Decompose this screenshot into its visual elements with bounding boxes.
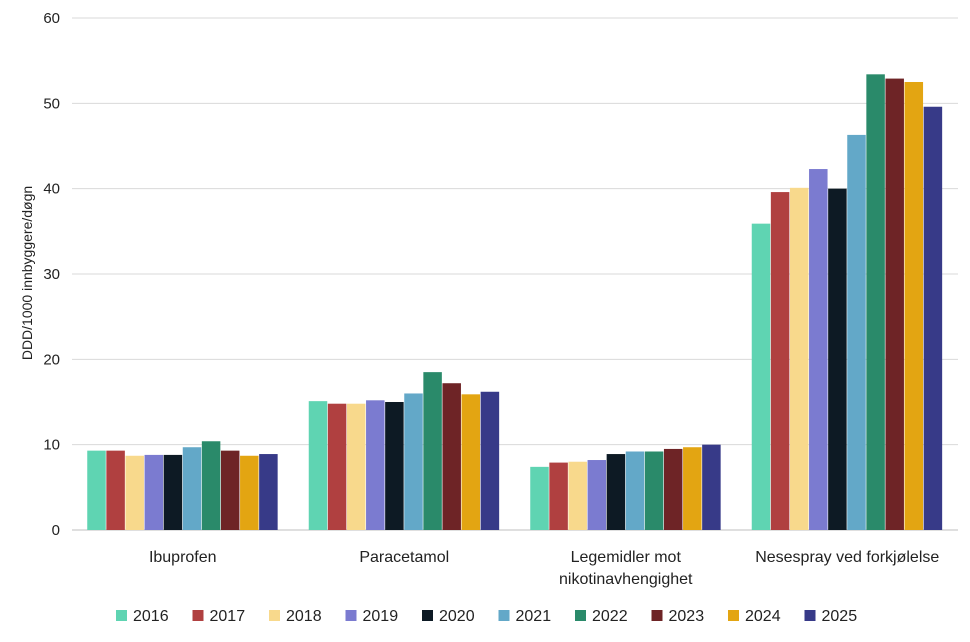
- bars: [87, 74, 943, 531]
- y-axis-label: DDD/1000 innbyggere/døgn: [19, 186, 35, 360]
- bar-2023-0: [220, 450, 240, 530]
- bar-2019-0: [144, 454, 164, 530]
- y-tick-label: 60: [43, 10, 60, 27]
- bar-2016-0: [87, 450, 106, 530]
- bar-2022-2: [644, 451, 664, 530]
- bar-2023-1: [442, 383, 461, 530]
- bar-2020-2: [606, 454, 626, 530]
- legend-label-2021: 2021: [516, 608, 552, 625]
- bar-2019-2: [587, 460, 607, 530]
- bar-2018-1: [346, 403, 366, 530]
- y-tick-label: 50: [43, 95, 60, 112]
- bar-2021-0: [182, 447, 202, 530]
- bar-2016-1: [308, 401, 328, 530]
- legend-label-2020: 2020: [439, 608, 475, 625]
- x-category-label: Ibuprofen: [149, 549, 217, 566]
- bar-2023-3: [885, 78, 904, 530]
- bar-2019-1: [366, 400, 385, 530]
- y-tick-label: 0: [52, 522, 60, 539]
- bar-2020-0: [163, 454, 183, 530]
- bar-2021-2: [625, 451, 645, 530]
- bar-2017-0: [106, 450, 125, 530]
- bar-2017-1: [327, 403, 347, 530]
- y-tick-label: 30: [43, 266, 60, 283]
- y-tick-label: 40: [43, 181, 60, 198]
- bar-2019-3: [809, 169, 828, 531]
- x-axis: Ibuprofen Paracetamol Legemidler mot nikoti…: [149, 549, 939, 588]
- legend-swatch-2016: [116, 610, 127, 621]
- y-tick-label: 20: [43, 351, 60, 368]
- bar-2025-3: [923, 106, 943, 530]
- bar-2018-2: [568, 461, 587, 530]
- bar-2021-1: [404, 393, 423, 530]
- legend-label-2016: 2016: [133, 608, 169, 625]
- legend-label-2022: 2022: [592, 608, 628, 625]
- x-category-label: Nesespray ved forkjølelse: [755, 549, 939, 566]
- bar-2020-3: [828, 188, 847, 530]
- x-category-label: Legemidler mot: [571, 549, 682, 566]
- legend-label-2019: 2019: [363, 608, 399, 625]
- bar-2024-0: [240, 455, 259, 530]
- bar-2025-2: [702, 444, 721, 530]
- legend-swatch-2025: [804, 610, 816, 621]
- legend-swatch-2024: [728, 610, 739, 621]
- bar-2020-1: [385, 402, 404, 530]
- bar-2018-3: [789, 187, 809, 530]
- legend-swatch-2019: [345, 610, 357, 621]
- bar-2018-0: [125, 455, 144, 530]
- legend-swatch-2020: [422, 610, 433, 621]
- bar-2024-1: [461, 394, 481, 530]
- legend-swatch-2018: [269, 610, 280, 621]
- bar-2016-2: [530, 466, 549, 530]
- legend-swatch-2017: [192, 610, 204, 621]
- x-category-label: nikotinavhengighet: [559, 571, 693, 588]
- y-axis: 0 10 20 30 40 50 60: [43, 10, 60, 539]
- legend-label-2023: 2023: [669, 608, 705, 625]
- legend-swatch-2021: [498, 610, 510, 621]
- x-category-label: Paracetamol: [359, 549, 449, 566]
- bar-2017-2: [549, 462, 568, 530]
- legend: 2016 2017 2018 2019 2020 2021 2022 2023 2024 2025: [116, 608, 857, 625]
- bar-2016-3: [751, 223, 771, 531]
- bar-2017-3: [770, 192, 790, 530]
- bar-2025-1: [480, 391, 500, 530]
- legend-swatch-2022: [575, 610, 586, 621]
- y-tick-label: 10: [43, 437, 60, 454]
- bar-2023-2: [663, 448, 683, 530]
- bar-2022-3: [866, 74, 885, 530]
- bar-2025-0: [259, 454, 278, 530]
- legend-label-2018: 2018: [286, 608, 322, 625]
- bar-2022-1: [423, 372, 442, 530]
- legend-label-2024: 2024: [745, 608, 781, 625]
- legend-swatch-2023: [651, 610, 663, 621]
- bar-2022-0: [201, 441, 221, 530]
- bar-2024-3: [904, 82, 924, 530]
- bar-2021-3: [847, 134, 866, 530]
- legend-label-2017: 2017: [210, 608, 246, 625]
- legend-label-2025: 2025: [822, 608, 858, 625]
- bar-2024-2: [683, 447, 702, 530]
